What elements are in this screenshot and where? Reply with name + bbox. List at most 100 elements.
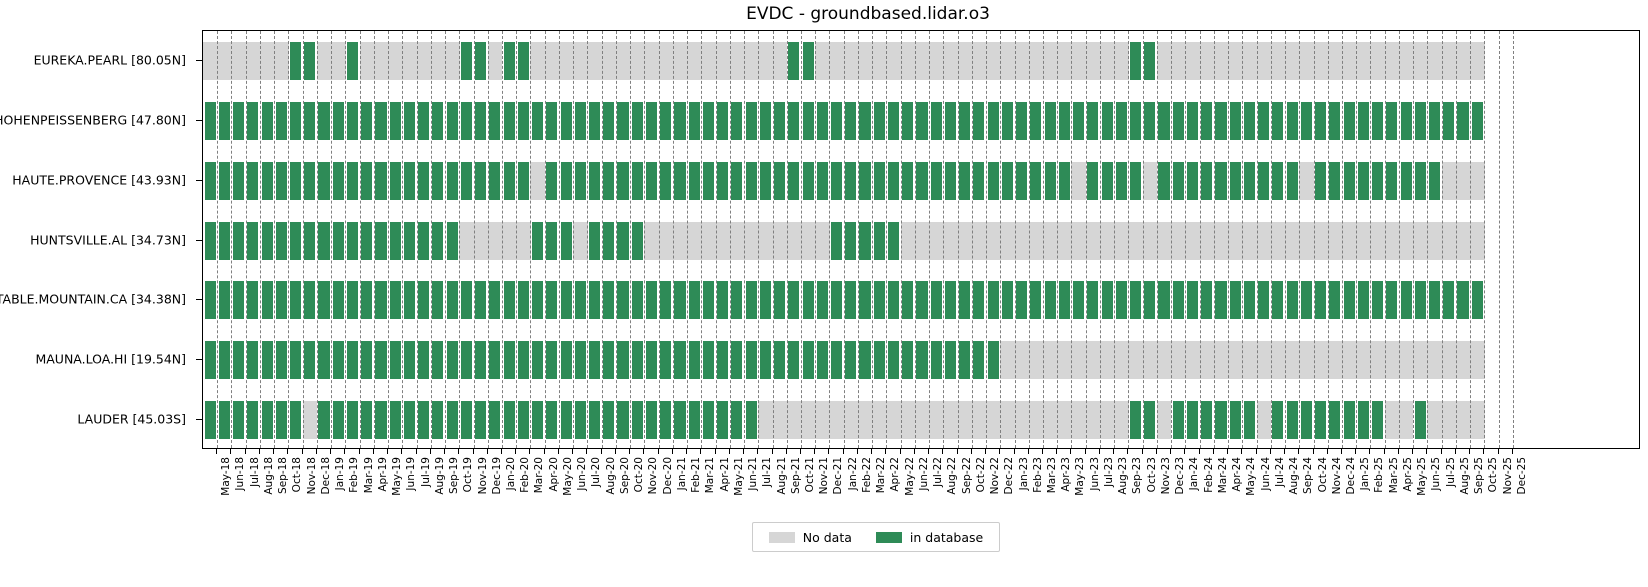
data-cell [1099, 41, 1115, 80]
data-cell [1356, 341, 1371, 380]
y-axis-tick-label: MAUNA.LOA.HI [19.54N] [35, 351, 186, 367]
data-cell [446, 221, 458, 260]
data-cell [1058, 281, 1070, 320]
data-cell [375, 161, 387, 200]
data-cell [1114, 401, 1129, 440]
data-cell [1256, 401, 1272, 440]
data-cell [1299, 41, 1314, 80]
data-cell [460, 101, 472, 140]
data-cell [573, 41, 588, 80]
data-cell [1156, 401, 1172, 440]
data-cell [560, 101, 572, 140]
data-cell [630, 41, 645, 80]
data-cell [1071, 41, 1086, 80]
data-cell [601, 41, 617, 80]
x-axis-tick-label: Aug-24 [1288, 457, 1301, 495]
x-axis-tick-label: Oct-25 [1487, 457, 1500, 493]
data-cell [774, 281, 786, 320]
data-cell [1158, 161, 1170, 200]
data-cell [914, 401, 930, 440]
x-axis-tick-mark [799, 449, 801, 454]
x-axis-tick-label: Jan-23 [1017, 457, 1030, 491]
x-axis-tick-label: Aug-20 [604, 457, 617, 495]
data-cell [233, 161, 245, 200]
data-cell [503, 161, 515, 200]
data-cell [688, 281, 700, 320]
gridline-vertical [373, 31, 375, 448]
data-cell [900, 41, 916, 80]
x-axis-tick-label: Dec-21 [832, 457, 845, 495]
data-cell [1370, 341, 1385, 380]
data-cell [475, 341, 487, 380]
gridline-vertical [943, 31, 945, 448]
data-cell [744, 41, 759, 80]
x-axis-tick-label: Nov-20 [647, 457, 660, 495]
gridline-vertical [245, 31, 247, 448]
x-axis-tick-mark [1341, 449, 1342, 454]
data-cell [489, 341, 501, 380]
data-cell [489, 101, 501, 140]
data-cell [631, 101, 643, 140]
data-cell [957, 221, 973, 260]
y-axis-tick-mark [196, 179, 202, 181]
data-cell [231, 41, 246, 80]
data-cell [873, 161, 885, 200]
data-cell [1398, 221, 1414, 260]
gridline-vertical [1455, 31, 1457, 448]
data-cell [1343, 101, 1355, 140]
data-cell [774, 101, 786, 140]
data-cell [375, 401, 387, 440]
data-cell [859, 341, 871, 380]
data-cell [831, 101, 843, 140]
data-cell [886, 401, 901, 440]
data-cell [802, 281, 814, 320]
x-axis-tick-label: Nov-23 [1159, 457, 1172, 495]
x-axis-tick-mark [1440, 449, 1442, 454]
data-cell [261, 161, 273, 200]
gridline-vertical [416, 31, 418, 448]
data-cell [1256, 341, 1272, 380]
gridline-vertical [729, 31, 731, 448]
data-cell [587, 41, 602, 80]
data-cell [1329, 281, 1341, 320]
data-cell [1199, 41, 1215, 80]
data-cell [1115, 161, 1127, 200]
data-cell [375, 101, 387, 140]
data-cell [316, 41, 332, 80]
gridline-vertical [430, 31, 432, 448]
x-axis-tick-label: May-24 [1245, 457, 1258, 496]
data-cell [1085, 341, 1101, 380]
gridline-vertical [1085, 31, 1087, 448]
data-cell [532, 401, 544, 440]
gridline-vertical [1156, 31, 1158, 448]
data-cell [1171, 341, 1186, 380]
x-axis-tick-mark [885, 449, 887, 454]
x-axis-tick-label: Jun-22 [917, 457, 930, 491]
data-cell [1413, 221, 1428, 260]
data-cell [489, 401, 501, 440]
x-axis-tick-mark [1397, 449, 1399, 454]
data-cell [1256, 41, 1272, 80]
gridline-vertical [1142, 31, 1144, 448]
data-cell [758, 221, 773, 260]
data-cell [261, 401, 273, 440]
gridline-vertical [231, 31, 233, 448]
data-cell [930, 161, 942, 200]
data-cell [973, 281, 985, 320]
data-cell [1028, 401, 1044, 440]
data-cell [1441, 41, 1457, 80]
data-cell [218, 101, 230, 140]
data-cell [959, 161, 971, 200]
data-cell [1043, 401, 1058, 440]
data-cell [233, 101, 245, 140]
data-cell [1087, 101, 1099, 140]
x-axis-tick-label: May-20 [561, 457, 574, 496]
data-cell [489, 161, 501, 200]
data-cell [843, 41, 859, 80]
data-cell [1201, 281, 1213, 320]
x-axis-tick-label: Oct-19 [462, 457, 475, 493]
data-cell [1315, 281, 1327, 320]
data-cell [532, 101, 544, 140]
data-cell [1384, 41, 1400, 80]
x-axis-tick-mark [714, 449, 716, 454]
